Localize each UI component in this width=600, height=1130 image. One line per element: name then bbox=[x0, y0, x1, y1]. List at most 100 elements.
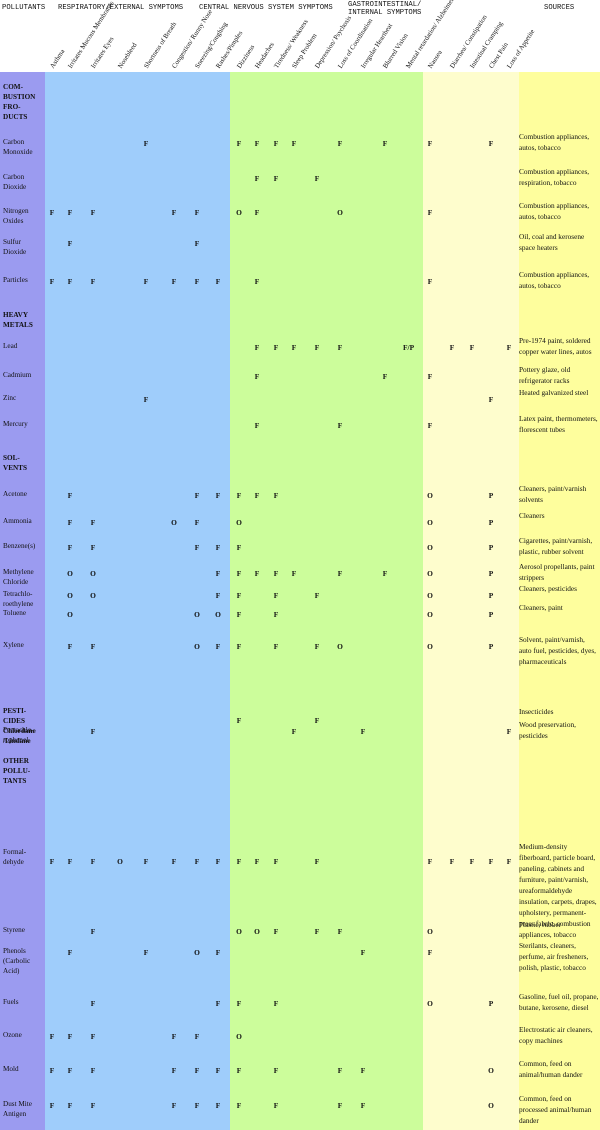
source-cell: Cigarettes, paint/varnish, plastic, rubb… bbox=[519, 536, 593, 556]
symptom-mark: F bbox=[67, 543, 73, 552]
symptom-mark: O bbox=[236, 518, 242, 527]
respiratory-band bbox=[45, 72, 230, 1130]
source-cell: Cleaners bbox=[519, 511, 545, 520]
symptom-mark: F bbox=[382, 372, 388, 381]
symptom-mark: O bbox=[236, 1032, 242, 1041]
symptom-mark: F bbox=[254, 208, 260, 217]
symptom-mark: F bbox=[215, 569, 221, 578]
source-cell: Cleaners, paint bbox=[519, 603, 563, 612]
symptom-mark: F bbox=[171, 1066, 177, 1075]
symptom-mark: O bbox=[67, 610, 73, 619]
symptom-mark: F bbox=[337, 421, 343, 430]
symptom-mark: F bbox=[337, 927, 343, 936]
symptom-mark: F bbox=[90, 208, 96, 217]
symptom-mark: F bbox=[382, 139, 388, 148]
pollutant-name: Benzene(s) bbox=[3, 542, 36, 550]
source-cell: Gasoline, fuel oil, propane, butane, ker… bbox=[519, 992, 599, 1012]
symptom-mark: O bbox=[427, 642, 433, 651]
category-label: COM- BUSTION FRO- DUCTS bbox=[3, 83, 36, 121]
symptom-mark: F bbox=[291, 727, 297, 736]
source-cell: Solvent, paint/varnish, auto fuel, pesti… bbox=[519, 635, 597, 666]
pollutants-heading: POLLUTANTS bbox=[2, 4, 46, 12]
symptom-mark: F bbox=[49, 1101, 55, 1110]
symptom-mark: F bbox=[236, 1101, 242, 1110]
cns-band bbox=[230, 72, 423, 1130]
symptom-mark: F bbox=[236, 139, 242, 148]
symptom-mark: F bbox=[67, 208, 73, 217]
category-label: PESTI- CIDES Chlordane /Lindane bbox=[3, 707, 36, 745]
symptom-mark: F bbox=[273, 1066, 279, 1075]
symptom-mark: F bbox=[67, 1101, 73, 1110]
symptom-mark: P bbox=[488, 518, 494, 527]
symptom-mark: F bbox=[49, 857, 55, 866]
symptom-mark: F bbox=[67, 491, 73, 500]
pollutant-name: Xylene bbox=[3, 641, 24, 649]
symptom-mark: F bbox=[314, 927, 320, 936]
symptom-mark: F bbox=[90, 999, 96, 1008]
symptom-mark: F bbox=[337, 139, 343, 148]
pollutant-name: Acetone bbox=[3, 490, 27, 498]
source-cell: Latex paint, thermometers, florescent tu… bbox=[519, 414, 598, 434]
symptom-mark: F bbox=[90, 1066, 96, 1075]
symptom-mark: F bbox=[236, 543, 242, 552]
symptom-mark: F bbox=[449, 343, 455, 352]
symptom-mark: F bbox=[254, 491, 260, 500]
source-cell: Combustion appliances, autos, tobacco bbox=[519, 201, 590, 221]
symptom-mark: P bbox=[488, 543, 494, 552]
symptom-mark: O bbox=[215, 610, 221, 619]
symptom-mark: F bbox=[427, 857, 433, 866]
pollutant-name: Ozone bbox=[3, 1031, 22, 1039]
symptom-mark: F bbox=[291, 139, 297, 148]
sources-band bbox=[519, 72, 600, 1130]
symptom-mark: F bbox=[273, 569, 279, 578]
symptom-mark: F bbox=[506, 343, 512, 352]
symptom-mark: F bbox=[90, 727, 96, 736]
symptom-mark: F bbox=[506, 727, 512, 736]
symptom-mark: F bbox=[382, 569, 388, 578]
symptom-mark: F bbox=[427, 139, 433, 148]
symptom-mark: F bbox=[360, 948, 366, 957]
symptom-mark: O bbox=[337, 642, 343, 651]
symptom-mark: F bbox=[273, 591, 279, 600]
symptom-mark: O bbox=[194, 642, 200, 651]
symptom-mark: F bbox=[67, 857, 73, 866]
symptom-mark: F bbox=[215, 948, 221, 957]
symptom-mark: O bbox=[117, 857, 123, 866]
symptom-mark: F bbox=[314, 642, 320, 651]
symptom-mark: F bbox=[254, 343, 260, 352]
pollutant-name: Carbon Monoxide bbox=[3, 138, 33, 156]
symptom-mark: F bbox=[488, 857, 494, 866]
symptom-mark: F bbox=[273, 491, 279, 500]
symptom-mark: F bbox=[427, 277, 433, 286]
symptom-mark: O bbox=[427, 569, 433, 578]
symptom-mark: F bbox=[254, 569, 260, 578]
symptom-mark: F bbox=[67, 948, 73, 957]
pollutant-name: Carbon Dioxide bbox=[3, 173, 27, 191]
symptom-mark: F bbox=[67, 239, 73, 248]
symptom-mark: F bbox=[49, 1066, 55, 1075]
symptom-mark: F bbox=[291, 343, 297, 352]
pollutant-name: Styrene bbox=[3, 926, 25, 934]
symptom-mark: F bbox=[90, 518, 96, 527]
symptom-mark: F bbox=[194, 1032, 200, 1041]
symptom-mark: F bbox=[194, 543, 200, 552]
symptom-mark: F bbox=[273, 642, 279, 651]
symptom-mark: F bbox=[215, 543, 221, 552]
category-label: OTHER POLLU- TANTS bbox=[3, 757, 31, 785]
symptom-mark: F bbox=[236, 716, 242, 725]
symptom-mark: F bbox=[337, 1066, 343, 1075]
symptom-mark: F bbox=[143, 948, 149, 957]
symptom-mark: F bbox=[171, 277, 177, 286]
pollutant-name: Toluene bbox=[3, 609, 27, 617]
symptom-mark: F bbox=[194, 239, 200, 248]
symptom-mark: F bbox=[236, 591, 242, 600]
symptom-mark: O bbox=[90, 591, 96, 600]
symptom-mark: F bbox=[337, 343, 343, 352]
source-cell: Pottery glaze, old refrigerator racks bbox=[519, 365, 571, 385]
source-cell: Sterilants, cleaners, perfume, air fresh… bbox=[519, 941, 589, 972]
pollutant-name: Dust Mite Antigen bbox=[3, 1100, 32, 1118]
source-cell: Common, feed on animal/human dander bbox=[519, 1059, 583, 1079]
symptom-mark: O bbox=[236, 208, 242, 217]
symptom-mark: P bbox=[488, 999, 494, 1008]
symptom-mark: F bbox=[49, 208, 55, 217]
